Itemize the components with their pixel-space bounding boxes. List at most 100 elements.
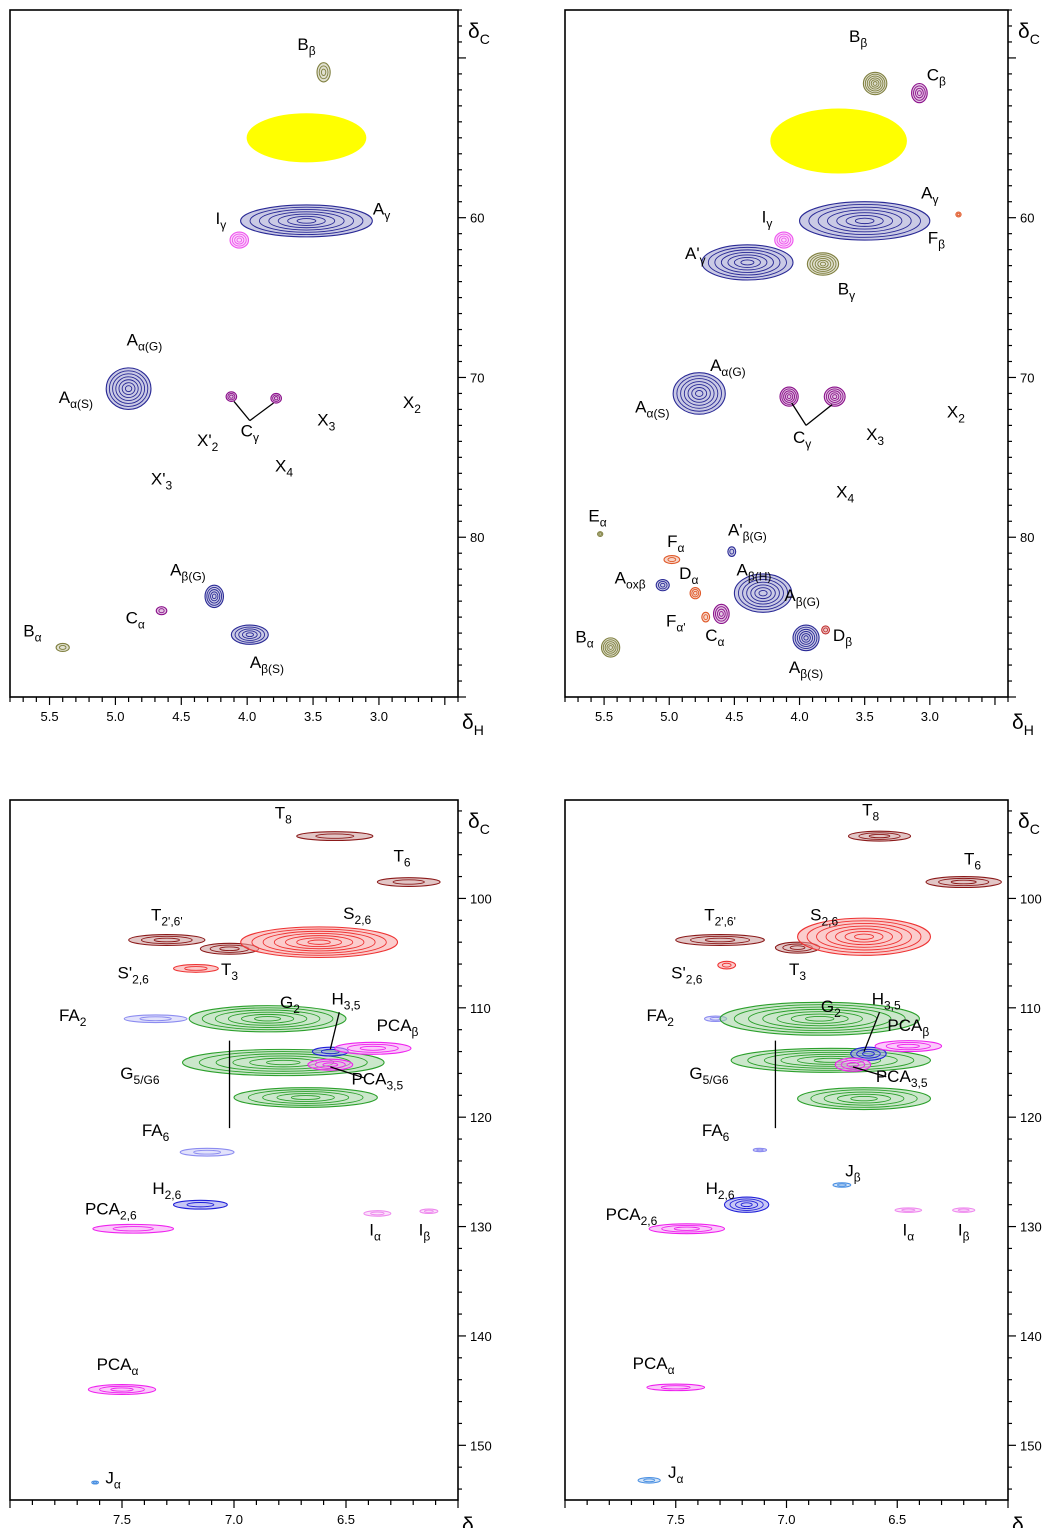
peak-label: S2,6	[810, 905, 838, 928]
peak-contour-ring	[716, 608, 726, 620]
peak-mark	[806, 252, 840, 276]
peak-contour-ring	[247, 1089, 364, 1106]
peak-contour-ring	[856, 1048, 881, 1059]
peak-contour-ring	[683, 381, 715, 406]
x-tick-label: 4.0	[790, 709, 808, 724]
peak-contour-ring	[740, 1202, 753, 1208]
y-tick-label: 110	[470, 1001, 491, 1016]
peak-contour-ring	[718, 611, 724, 617]
peak-label: Jα	[668, 1463, 684, 1486]
peak-mark	[701, 611, 711, 623]
peak-mark	[646, 1383, 706, 1392]
peak-contour-ring	[285, 935, 354, 950]
peak-label: Iβ	[419, 1220, 431, 1243]
peak-label: Bα	[23, 621, 41, 644]
peak-contour-ring	[714, 249, 781, 276]
leader-line	[330, 1066, 365, 1079]
peak-label: Cβ	[927, 65, 946, 88]
peak-contour-ring	[866, 75, 884, 92]
peak-label: Iα	[369, 1220, 381, 1243]
peak-contour-ring	[799, 122, 878, 160]
peak-label: PCA2,6	[606, 1205, 658, 1228]
peak-label: X4	[836, 482, 854, 505]
peak-mark	[363, 1210, 392, 1217]
peak-contour	[663, 555, 681, 565]
peak-contour-ring	[801, 633, 811, 643]
peak-mark	[376, 877, 441, 887]
peak-contour-ring	[296, 937, 342, 948]
peak-contour-ring	[748, 1006, 892, 1031]
peak-contour	[797, 917, 932, 956]
peak-contour-ring	[738, 576, 789, 611]
peak-label: Cγ	[241, 422, 259, 445]
plot-frame	[9, 799, 459, 1501]
peak-contour-ring	[746, 581, 780, 605]
peak-contour-ring	[733, 1004, 906, 1034]
peak-mark	[600, 637, 621, 658]
peak-contour	[246, 113, 367, 163]
peak-mark	[179, 1147, 235, 1157]
peak-contour-ring	[780, 113, 898, 169]
peak-contour-ring	[789, 117, 888, 165]
peak-contour	[646, 1383, 706, 1392]
x-axis-label: δH	[1012, 711, 1034, 738]
peak-label: G2	[821, 997, 841, 1020]
peak-contour-ring	[227, 1011, 308, 1026]
peak-contour-ring	[721, 962, 732, 968]
peak-contour-ring	[277, 213, 336, 229]
peak-contour	[834, 1057, 872, 1072]
peak-contour-ring	[660, 1385, 691, 1390]
peak-contour-ring	[844, 930, 884, 943]
peak-contour	[952, 1207, 976, 1213]
peak-contour-ring	[870, 79, 880, 88]
peak-label: Cγ	[793, 428, 811, 451]
peak-contour	[363, 1210, 392, 1217]
peak-label: S'2,6	[671, 963, 703, 986]
peak-contour	[723, 1196, 770, 1213]
peak-mark	[955, 211, 962, 218]
peak-mark	[717, 960, 737, 970]
peak-label: PCA3,5	[352, 1069, 404, 1092]
peak-contour-ring	[750, 584, 776, 602]
peak-label: T8	[862, 800, 879, 823]
peak-label: PCAβ	[887, 1016, 929, 1039]
peak-label: Jβ	[845, 1161, 861, 1184]
peak-contour-ring	[272, 394, 281, 402]
leader-line	[249, 402, 274, 422]
peak-label: H3,5	[872, 990, 901, 1013]
peak-contour	[955, 211, 962, 218]
peak-contour-ring	[729, 548, 735, 555]
peak-contour	[128, 933, 206, 947]
x-tick-label: 5.5	[595, 709, 613, 724]
peak-contour	[925, 876, 1002, 889]
y-tick-label: 150	[1020, 1438, 1042, 1453]
peak-label: A'γ	[685, 244, 706, 267]
peak-contour-ring	[796, 628, 816, 647]
peak-contour-ring	[266, 1059, 301, 1066]
y-tick-label: 60	[1020, 211, 1034, 226]
peak-contour-ring	[112, 1226, 154, 1232]
peak-contour	[188, 1005, 347, 1033]
peak-mark	[637, 1477, 661, 1484]
peak-contour-ring	[214, 1009, 321, 1028]
peak-mark	[55, 642, 70, 653]
peak-label: Aα(S)	[59, 388, 93, 411]
leader-line	[863, 1011, 881, 1052]
peak-contour-ring	[208, 589, 221, 604]
peak-label: X'3	[151, 470, 173, 493]
peak-contour	[419, 1208, 439, 1214]
peak-contour-ring	[307, 939, 331, 945]
panel-aromatic-right: 7.5 7.0 6.5 100 110 120 130 140 150 δC δH T8 T6 T2',6…	[564, 799, 1042, 1528]
peak-contour-ring	[99, 1385, 145, 1394]
peak-contour-ring	[234, 235, 245, 245]
peak-label: Aγ	[921, 184, 938, 207]
peak-contour	[874, 1040, 943, 1053]
peak-contour-ring	[198, 1051, 368, 1074]
peak-label: X'2	[197, 431, 219, 454]
peak-label: S2,6	[343, 904, 371, 927]
y-tick-label: 150	[470, 1438, 492, 1453]
peak-contour-ring	[783, 390, 796, 403]
peak-contour	[717, 960, 737, 970]
peak-contour-ring	[110, 1387, 134, 1392]
peak-contour	[334, 1041, 412, 1055]
